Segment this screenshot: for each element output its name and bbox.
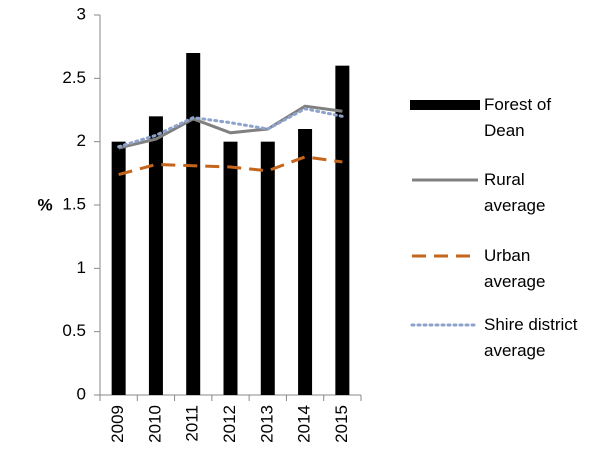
legend-label: Urban average (484, 246, 546, 291)
y-axis-label: % (37, 195, 52, 214)
line (118, 104, 343, 150)
x-tick-label: 2015 (332, 405, 351, 443)
y-tick-label: 0.5 (62, 321, 86, 340)
line (118, 155, 343, 177)
bar (223, 141, 238, 395)
y-tick-label: 0 (77, 384, 86, 403)
bar (148, 116, 163, 395)
x-tick-label: 2009 (108, 405, 127, 443)
bar (186, 53, 201, 395)
bar (298, 129, 313, 395)
legend-label: Shire district average (484, 315, 578, 360)
y-tick-label: 2.5 (62, 68, 86, 87)
y-tick-label: 2 (77, 131, 86, 150)
x-tick-label: 2014 (295, 405, 314, 443)
bar (260, 141, 275, 395)
x-tick-label: 2013 (257, 405, 276, 443)
legend-label: Forest of Dean (484, 95, 552, 140)
y-tick-label: 1.5 (62, 194, 86, 213)
y-tick-label: 3 (77, 4, 86, 23)
y-tick-label: 1 (77, 258, 86, 277)
x-tick-label: 2011 (183, 405, 202, 442)
bar (335, 65, 350, 396)
legend-label: Rural average (484, 170, 546, 215)
x-tick-label: 2012 (220, 405, 239, 443)
bar (111, 141, 126, 395)
legend-swatch (410, 100, 480, 110)
line (117, 107, 344, 149)
x-tick-label: 2010 (145, 405, 164, 443)
